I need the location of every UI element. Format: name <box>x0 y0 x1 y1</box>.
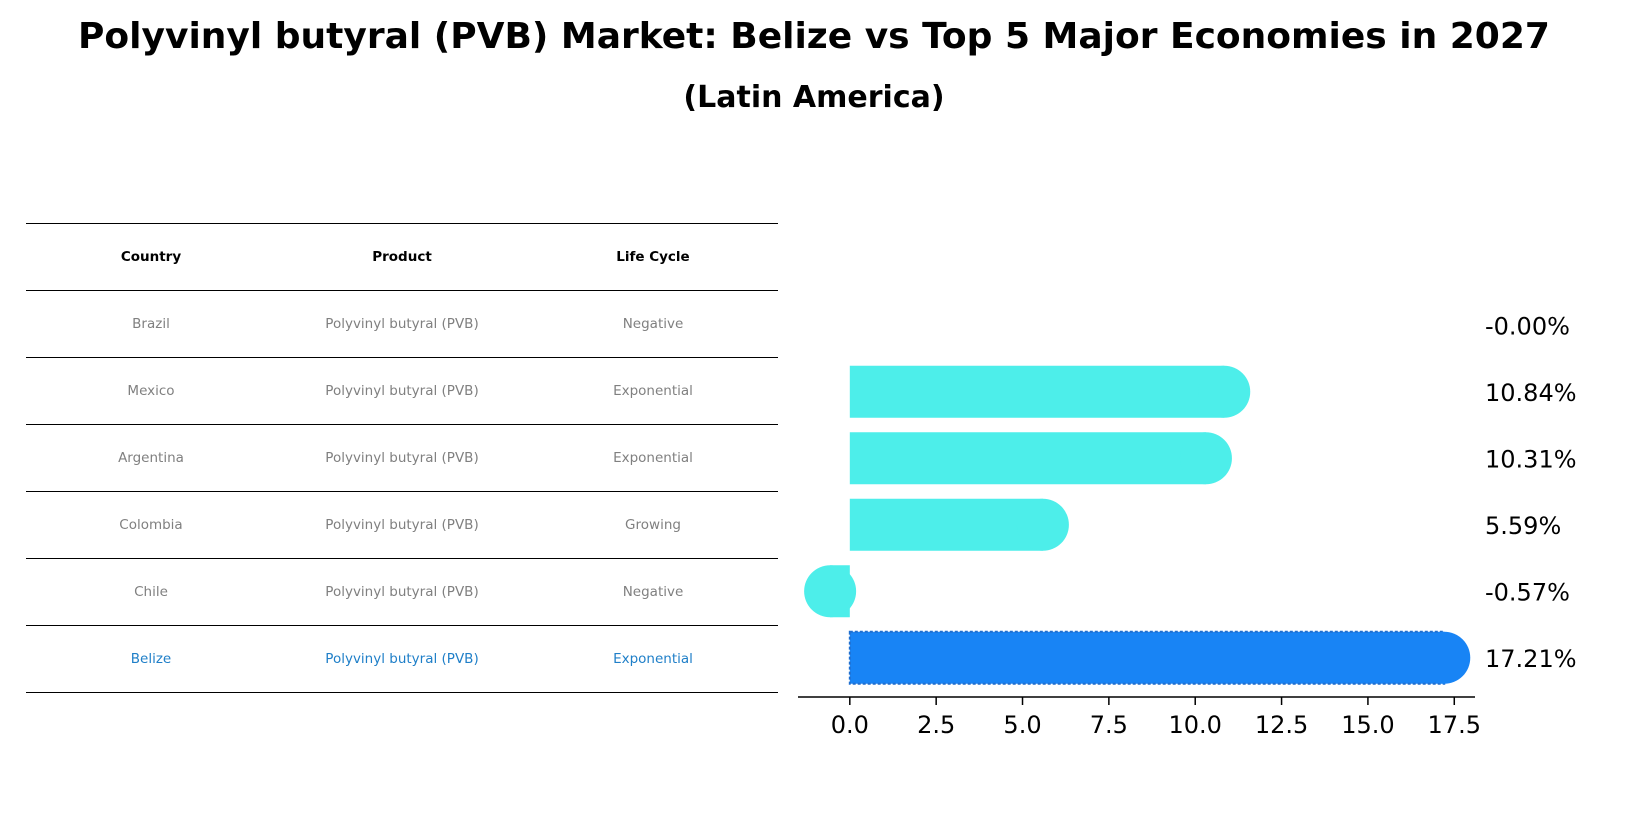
cell-life-cycle: Negative <box>528 558 778 626</box>
cell-country: Mexico <box>26 357 276 425</box>
cell-country: Brazil <box>26 290 276 358</box>
value-label: -0.00% <box>1485 312 1570 340</box>
cell-life-cycle: Growing <box>528 491 778 559</box>
country-table: Country Product Life Cycle Brazil Polyvi… <box>26 223 778 693</box>
x-tick-label: 2.5 <box>917 711 955 739</box>
header-product: Product <box>276 223 528 291</box>
value-label: 10.31% <box>1485 445 1577 473</box>
cell-product: Polyvinyl butyral (PVB) <box>276 424 528 492</box>
table-row-highlight: Belize Polyvinyl butyral (PVB) Exponenti… <box>26 625 778 693</box>
cell-life-cycle: Exponential <box>528 357 778 425</box>
x-tick-label: 7.5 <box>1090 711 1128 739</box>
value-label: 17.21% <box>1485 645 1577 673</box>
bar-belize <box>848 630 1471 685</box>
cell-country: Argentina <box>26 424 276 492</box>
bar-chile <box>804 565 857 618</box>
bar-argentina <box>849 432 1232 485</box>
table-row: Mexico Polyvinyl butyral (PVB) Exponenti… <box>26 357 778 425</box>
bar-mexico <box>849 365 1251 418</box>
value-label: 10.84% <box>1485 379 1577 407</box>
table-row: Chile Polyvinyl butyral (PVB) Negative <box>26 558 778 626</box>
x-tick-label: 10.0 <box>1169 711 1222 739</box>
chart-title: Polyvinyl butyral (PVB) Market: Belize v… <box>78 16 1550 57</box>
cell-product: Polyvinyl butyral (PVB) <box>276 491 528 559</box>
x-tick-label: 12.5 <box>1255 711 1308 739</box>
cell-product: Polyvinyl butyral (PVB) <box>276 558 528 626</box>
x-tick-label: 17.5 <box>1428 711 1481 739</box>
table-row: Argentina Polyvinyl butyral (PVB) Expone… <box>26 424 778 492</box>
x-tick-label: 15.0 <box>1341 711 1394 739</box>
table-row: Colombia Polyvinyl butyral (PVB) Growing <box>26 491 778 559</box>
cell-country: Chile <box>26 558 276 626</box>
header-country: Country <box>26 223 276 291</box>
cell-life-cycle: Exponential <box>528 625 778 693</box>
cell-product: Polyvinyl butyral (PVB) <box>276 290 528 358</box>
cell-country: Belize <box>26 625 276 693</box>
value-label: -0.57% <box>1485 578 1570 606</box>
cell-product: Polyvinyl butyral (PVB) <box>276 625 528 693</box>
table-header-row: Country Product Life Cycle <box>26 223 778 291</box>
bar-colombia <box>849 498 1069 551</box>
header-life-cycle: Life Cycle <box>528 223 778 291</box>
cell-country: Colombia <box>26 491 276 559</box>
cell-life-cycle: Negative <box>528 290 778 358</box>
table-row: Brazil Polyvinyl butyral (PVB) Negative <box>26 290 778 358</box>
chart-subtitle: (Latin America) <box>683 80 945 115</box>
x-tick-label: 5.0 <box>1003 711 1041 739</box>
value-label: 5.59% <box>1485 512 1561 540</box>
cell-life-cycle: Exponential <box>528 424 778 492</box>
x-tick-label: 0.0 <box>831 711 869 739</box>
cell-product: Polyvinyl butyral (PVB) <box>276 357 528 425</box>
